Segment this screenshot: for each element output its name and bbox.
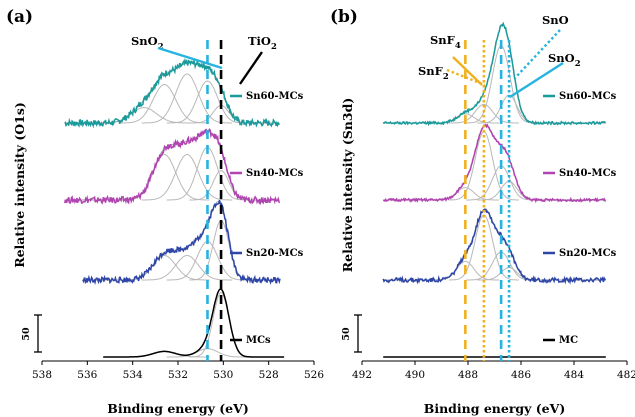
measured-spectrum [382, 21, 606, 127]
annotation-leader [239, 51, 263, 85]
fit-envelope [103, 288, 285, 358]
fit-component [141, 154, 233, 201]
legend-label: MC [559, 335, 578, 346]
x-tick-label: 530 [213, 369, 233, 381]
annotation-leader [452, 56, 483, 86]
series-sn60-mcs: Sn60-MCs [382, 21, 617, 127]
annotation-label: SnF2 [418, 64, 449, 82]
x-tick-label: 482 [617, 369, 635, 381]
x-tick-label: 526 [304, 369, 324, 381]
series-mc: MC [383, 335, 606, 358]
annotation-label: SnO [542, 13, 569, 27]
x-tick-label: 488 [458, 369, 478, 381]
fit-envelope [383, 24, 606, 124]
measured-spectrum [103, 288, 285, 358]
series-mcs: MCs [103, 288, 285, 358]
fit-component [448, 214, 519, 281]
annotation-leader [446, 68, 486, 87]
measured-spectrum [64, 57, 280, 129]
fit-component [448, 103, 519, 124]
x-tick-label: 486 [511, 369, 531, 381]
fit-component [119, 84, 210, 124]
fit-envelope [64, 131, 280, 201]
fit-envelope [82, 201, 280, 281]
series-sn20-mcs: Sn20-MCs [82, 199, 304, 286]
panel-b: (b) Relative intensity (Sn3d) 492 490 488 486… [330, 7, 635, 416]
panel-a: (a) Relative intensity (O1s) 538 536 534 532 5… [6, 7, 324, 416]
measured-spectrum [382, 208, 606, 285]
x-tick-label: 534 [123, 369, 143, 381]
fit-component [141, 73, 233, 124]
measured-spectrum [63, 128, 281, 206]
x-tick-label: 490 [405, 369, 425, 381]
annotation-leader [157, 46, 223, 70]
fit-component [141, 255, 233, 281]
fit-envelope [383, 208, 606, 281]
fit-component [119, 154, 210, 201]
series-sn20-mcs: Sn20-MCs [382, 208, 617, 285]
annotation-leader [514, 29, 561, 79]
annotation-label: SnO2 [131, 34, 164, 52]
x-tick-label: 532 [168, 369, 188, 381]
scale-bar-label: 50 [341, 327, 352, 341]
annotation-label: SnO2 [548, 51, 581, 69]
panel-label: (b) [330, 7, 358, 27]
fit-component [477, 94, 541, 124]
x-tick-label: 492 [352, 369, 372, 381]
legend-label: Sn20-MCs [246, 248, 304, 259]
annotation-leader [509, 61, 564, 99]
y-axis-label: Relative intensity (O1s) [12, 102, 27, 268]
measured-spectrum [383, 123, 606, 204]
y-axis-label: Relative intensity (Sn3d) [340, 98, 355, 273]
legend-label: MCs [246, 335, 271, 346]
scale-bar-label: 50 [21, 327, 32, 341]
annotation-label: SnF4 [430, 33, 461, 51]
x-tick-label: 536 [77, 369, 97, 381]
annotation-label: TiO2 [248, 34, 277, 52]
x-tick-label: 538 [32, 369, 52, 381]
legend-label: Sn40-MCs [246, 168, 304, 179]
series-sn40-mcs: Sn40-MCs [63, 128, 304, 206]
series-sn60-mcs: Sn60-MCs [64, 57, 304, 129]
x-tick-label: 484 [564, 369, 584, 381]
legend-label: Sn40-MCs [559, 168, 617, 179]
x-tick-label: 528 [259, 369, 279, 381]
legend-label: Sn60-MCs [246, 91, 304, 102]
legend-label: Sn20-MCs [559, 248, 617, 259]
measured-spectrum [82, 199, 281, 286]
panel-label: (a) [6, 7, 33, 27]
x-axis-label: Binding energy (eV) [107, 401, 249, 416]
x-axis-label: Binding energy (eV) [424, 401, 566, 416]
legend-label: Sn60-MCs [559, 91, 617, 102]
